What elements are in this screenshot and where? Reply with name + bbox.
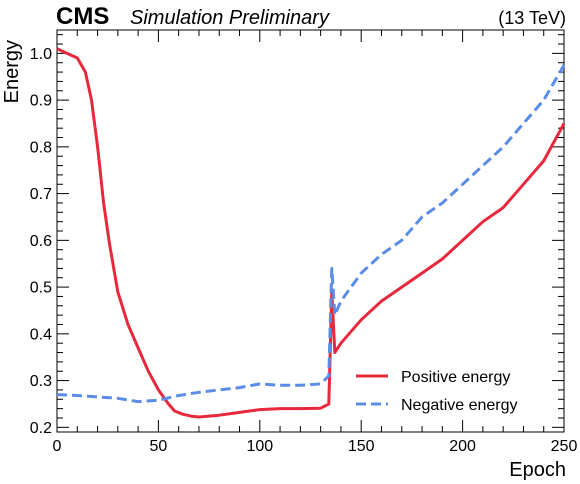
series-lines bbox=[56, 47, 566, 419]
x-tick-label: 100 bbox=[246, 438, 273, 455]
y-tick-label: 1.0 bbox=[30, 46, 52, 63]
x-tick-label: 200 bbox=[449, 438, 476, 455]
negative-energy-line bbox=[56, 64, 566, 404]
y-axis-label: Energy bbox=[1, 40, 23, 103]
x-tick-label: 0 bbox=[53, 438, 62, 455]
energy-label: (13 TeV) bbox=[498, 8, 566, 28]
y-tick-label: 0.4 bbox=[30, 326, 52, 343]
positive-energy-line bbox=[56, 47, 566, 419]
y-tick-label: 0.3 bbox=[30, 373, 52, 390]
y-tick-label: 0.8 bbox=[30, 139, 52, 156]
legend-positive-label: Positive energy bbox=[401, 369, 510, 386]
x-axis-label: Epoch bbox=[509, 459, 566, 481]
cms-label: CMS bbox=[56, 3, 109, 30]
y-tick-label: 0.7 bbox=[30, 186, 52, 203]
y-tick-label: 0.6 bbox=[30, 233, 52, 250]
x-tick-label: 50 bbox=[150, 438, 168, 455]
y-tick-label: 0.2 bbox=[30, 420, 52, 437]
axes: 0 50 100 150 200 250 0.2 0.3 0.4 0.5 0.6 0.7 0.8 0.9 1… bbox=[30, 29, 578, 455]
legend: Positive energy Negative energy bbox=[356, 369, 518, 414]
y-tick-label: 0.5 bbox=[30, 280, 52, 297]
legend-negative-label: Negative energy bbox=[401, 397, 518, 414]
subtitle-label: Simulation Preliminary bbox=[130, 7, 330, 29]
y-tick-label: 0.9 bbox=[30, 93, 52, 110]
x-tick-label: 250 bbox=[551, 438, 578, 455]
x-tick-label: 150 bbox=[348, 438, 375, 455]
